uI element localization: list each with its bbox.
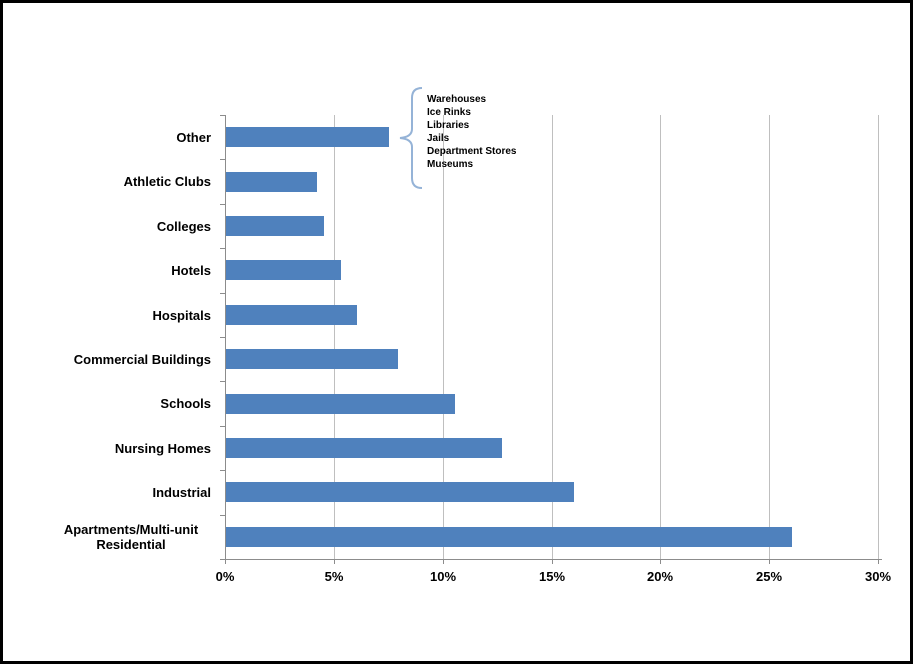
x-tick (660, 559, 661, 564)
category-axis-line (225, 115, 226, 559)
category-label-other: Other (176, 129, 211, 145)
category-label-athletic-clubs: Athletic Clubs (123, 173, 211, 189)
bar-hotels (226, 260, 341, 280)
y-tick (220, 559, 225, 560)
value-axis-line (220, 559, 882, 560)
y-tick (220, 204, 225, 205)
y-tick (220, 381, 225, 382)
category-label-hospitals: Hospitals (152, 307, 211, 323)
gridline-20pct (660, 115, 661, 559)
y-tick (220, 337, 225, 338)
x-tick (769, 559, 770, 564)
callout-line: Ice Rinks (427, 107, 471, 118)
x-tick (225, 559, 226, 564)
curly-brace-icon (399, 87, 423, 189)
callout-line: Department Stores (427, 146, 517, 157)
bar-hospitals (226, 305, 357, 325)
y-tick (220, 470, 225, 471)
x-tick (443, 559, 444, 564)
category-label-apartments-multi-unit-residential: Apartments/Multi-unit Residential (63, 522, 199, 552)
x-tick (878, 559, 879, 564)
x-tick-label: 25% (755, 569, 783, 584)
gridline-5pct (334, 115, 335, 559)
gridline-15pct (552, 115, 553, 559)
x-tick-label: 0% (215, 569, 235, 584)
y-tick (220, 426, 225, 427)
callout-line: Libraries (427, 120, 470, 131)
gridline-25pct (769, 115, 770, 559)
x-tick-label: 10% (429, 569, 457, 584)
bar-chart: Other Athletic Clubs Colleges Hotels Hospita… (3, 3, 910, 661)
y-tick (220, 248, 225, 249)
bar-schools (226, 394, 455, 414)
category-label-colleges: Colleges (156, 218, 211, 234)
bar-athletic-clubs (226, 172, 317, 192)
bar-commercial-buildings (226, 349, 398, 369)
gridline-30pct (878, 115, 879, 559)
plot-area (225, 115, 879, 559)
bar-colleges (226, 216, 324, 236)
x-tick-label: 15% (538, 569, 566, 584)
category-label-industrial: Industrial (152, 484, 211, 500)
y-tick (220, 115, 225, 116)
x-tick (334, 559, 335, 564)
y-tick (220, 159, 225, 160)
y-tick (220, 515, 225, 516)
bar-apartments-multi-unit-residential (226, 527, 792, 547)
callout-line: Jails (427, 133, 450, 144)
callout-line: Museums (427, 159, 474, 170)
bar-nursing-homes (226, 438, 502, 458)
gridline-10pct (443, 115, 444, 559)
category-label-hotels: Hotels (171, 262, 211, 278)
x-tick-label: 5% (324, 569, 344, 584)
x-tick-label: 20% (646, 569, 674, 584)
category-label-nursing-homes: Nursing Homes (114, 440, 211, 456)
x-tick (552, 559, 553, 564)
category-label-schools: Schools (160, 395, 211, 411)
bar-industrial (226, 482, 574, 502)
other-category-callout: Warehouses Ice Rinks Libraries Jails Departm… (427, 93, 516, 171)
category-label-commercial-buildings: Commercial Buildings (73, 351, 211, 367)
x-tick-label: 30% (864, 569, 892, 584)
bar-other (226, 127, 389, 147)
callout-line: Warehouses (427, 94, 487, 105)
y-tick (220, 293, 225, 294)
